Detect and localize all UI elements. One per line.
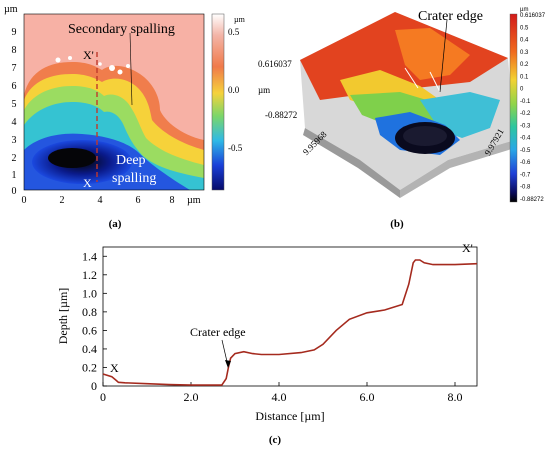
panel-a-x-axis: 0 2 4 6 8 µm (22, 195, 201, 206)
c-xtick-label: 6.0 (360, 390, 375, 404)
a-ytick: 7 (12, 63, 17, 74)
plot-frame (102, 246, 478, 387)
a-ytick: 4 (12, 117, 17, 128)
a-cbtick: 0.5 (228, 27, 240, 37)
panel-b-colorbar: µm 0.616037 0.5 0.4 0.3 0.2 0.1 0 -0.1 -0.2 -0.3 -… (509, 7, 546, 203)
a-ytick: 5 (12, 99, 17, 110)
a-ytick: 0 (12, 186, 17, 197)
b-colorbar-tick: -0.1 (520, 99, 531, 105)
panel-a-y-axis: 9 8 7 6 5 4 3 2 1 0 (12, 27, 17, 197)
b-colorbar-tick: 0.3 (520, 50, 529, 56)
a-xtick: 2 (60, 195, 65, 206)
caption-b: (b) (390, 218, 404, 230)
c-ytick-label: 0.4 (82, 342, 97, 356)
c-xtick-label: 2.0 (184, 390, 199, 404)
surface-3d (300, 12, 515, 198)
a-ytick: 2 (12, 153, 17, 164)
c-label-xprime: X' (462, 241, 473, 255)
a-cbtick: -0.5 (228, 143, 243, 153)
a-xtick: 6 (136, 195, 141, 206)
b-z-bottom: -0.88272 (265, 110, 297, 120)
c-ytick-label: 1.0 (82, 286, 97, 300)
b-colorbar-tick: -0.7 (520, 172, 531, 178)
label-crater-edge-b: Crater edge (418, 9, 483, 24)
c-ytick-label: 1.4 (82, 249, 97, 263)
height-map-a (24, 14, 204, 190)
label-secondary-spalling: Secondary spalling (68, 22, 175, 37)
b-colorbar-tick: 0.616037 (520, 13, 546, 19)
a-ytick: 9 (12, 27, 17, 38)
label-deep: Deep (116, 153, 146, 168)
c-xtick-label: 0 (100, 390, 106, 404)
a-xtick: 0 (22, 195, 27, 206)
b-colorbar-tick: -0.2 (520, 111, 531, 117)
b-z-top: 0.616037 (258, 59, 292, 69)
b-colorbar-unit: µm (520, 7, 528, 13)
c-ytick-label: 0.8 (82, 305, 97, 319)
a-x-unit: µm (187, 195, 201, 206)
a-xtick: 4 (98, 195, 103, 206)
b-colorbar-tick: 0.5 (520, 25, 529, 31)
a-xtick: 8 (170, 195, 175, 206)
label-a-xprime: X' (83, 48, 94, 62)
a-colorbar-unit: µm (234, 15, 246, 24)
panel-a: µm Secondary spalling X' X Deep spalling (4, 4, 246, 230)
b-z-unit: µm (258, 85, 270, 95)
b-colorbar-tick: 0.1 (520, 74, 529, 80)
b-colorbar-tick: -0.6 (520, 160, 531, 166)
b-colorbar-tick: 0.2 (520, 62, 529, 68)
c-ytick-label: 1.2 (82, 268, 97, 282)
b-colorbar-tick: -0.5 (520, 148, 531, 154)
c-xtick-label: 4.0 (272, 390, 287, 404)
c-crater-edge-label: Crater edge (190, 325, 246, 339)
secondary-spalling-leader (129, 32, 133, 106)
crater-edge-leader (439, 19, 448, 93)
panel-c-ticks: 0 2.0 4.0 6.0 8.0 0 0.2 0.4 0.6 0.8 1.0 1.2 1.4 (82, 249, 463, 404)
c-label-x: X (110, 361, 119, 375)
caption-a: (a) (109, 218, 122, 230)
a-ytick: 6 (12, 81, 17, 92)
panel-c: 0 2.0 4.0 6.0 8.0 0 0.2 0.4 0.6 0.8 1.0 1.2 1.4 Dept… (56, 241, 478, 446)
caption-c: (c) (269, 434, 282, 446)
panel-a-unit-top: µm (4, 4, 18, 15)
c-ytick-label: 0.2 (82, 360, 97, 374)
b-colorbar-tick: -0.8 (520, 185, 531, 191)
b-colorbar-tick: 0 (520, 87, 524, 93)
c-xlabel: Distance [µm] (255, 409, 324, 423)
c-xtick-label: 8.0 (448, 390, 463, 404)
label-a-x: X (83, 176, 92, 190)
label-spalling: spalling (112, 171, 156, 186)
a-ytick: 8 (12, 45, 17, 56)
a-ytick: 3 (12, 135, 17, 146)
a-cbtick: 0.0 (228, 85, 240, 95)
c-ytick-label: 0 (91, 379, 97, 393)
panel-a-colorbar: µm 0.5 0.0 -0.5 (211, 13, 246, 191)
depth-profile-line (102, 259, 478, 386)
c-crater-arrowhead (225, 360, 231, 368)
b-colorbar-tick: -0.88272 (520, 197, 544, 203)
c-ytick-label: 0.6 (82, 323, 97, 337)
panel-b: Crater edge 0.616037 µm -0.88272 9.95968… (258, 7, 546, 230)
b-colorbar-tick: -0.4 (520, 136, 531, 142)
c-ylabel: Depth [µm] (56, 288, 70, 345)
b-colorbar-tick: -0.3 (520, 123, 531, 129)
b-colorbar-tick: 0.4 (520, 38, 529, 44)
a-ytick: 1 (12, 170, 17, 181)
